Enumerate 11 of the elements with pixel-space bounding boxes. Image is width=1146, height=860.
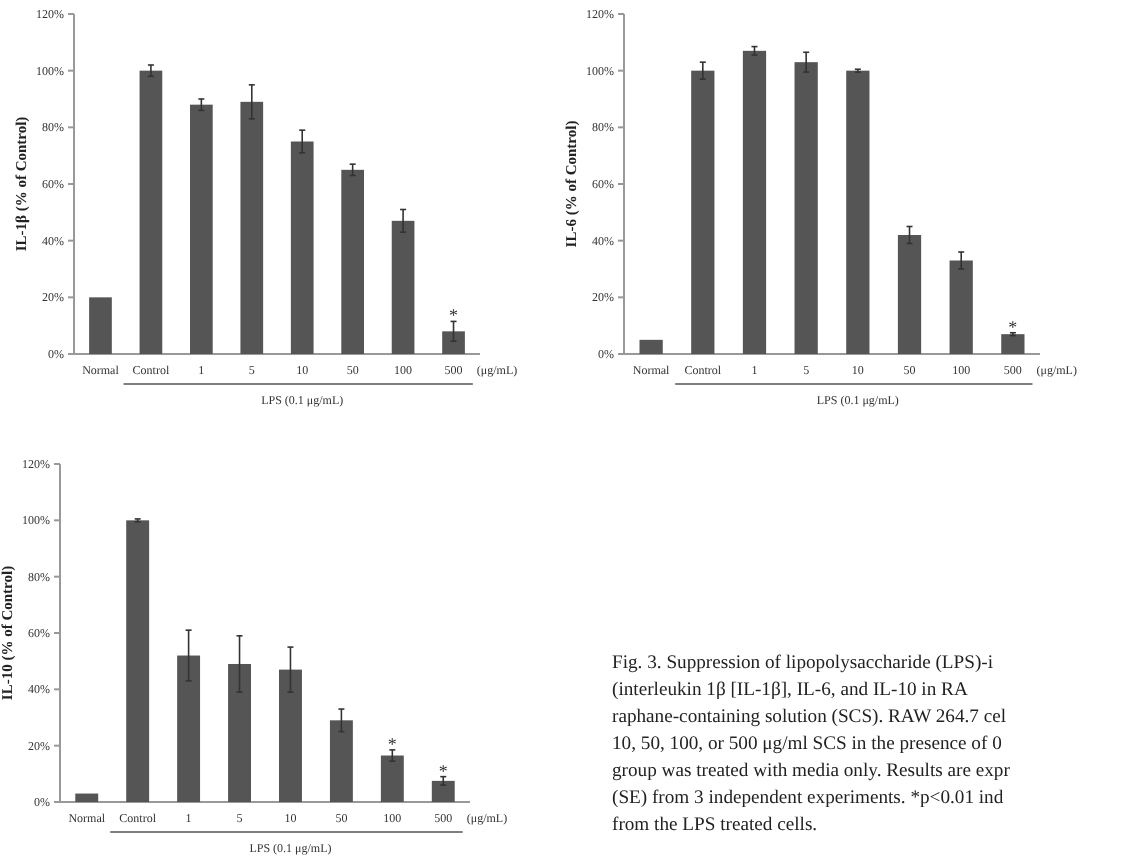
annotation: * <box>387 733 398 754</box>
annotation: * <box>449 305 460 326</box>
text: (SE) from 3 independent experiments. *p<0.01 ind <box>612 787 1004 809</box>
annotation: * <box>438 760 449 781</box>
text: from the LPS treated cells. <box>612 814 818 836</box>
text: (interleukin 1β [IL-1β], IL-6, and IL-10 in RA <box>612 679 968 701</box>
text: group was treated with media only. Results are expr <box>612 760 1012 782</box>
text: raphane-containing solution (SCS). RAW 264.7 cel <box>612 706 1007 728</box>
caption: Fig. 3. Suppression of lipopolysaccharide (LPS)-i <box>612 652 994 674</box>
text: 10, 50, 100, or 500 μg/ml SCS in the presence of 0 <box>612 733 1003 755</box>
annotation: * <box>1008 316 1019 337</box>
